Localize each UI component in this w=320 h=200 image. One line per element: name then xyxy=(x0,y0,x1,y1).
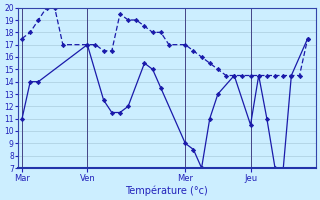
X-axis label: Température (°c): Température (°c) xyxy=(125,185,208,196)
